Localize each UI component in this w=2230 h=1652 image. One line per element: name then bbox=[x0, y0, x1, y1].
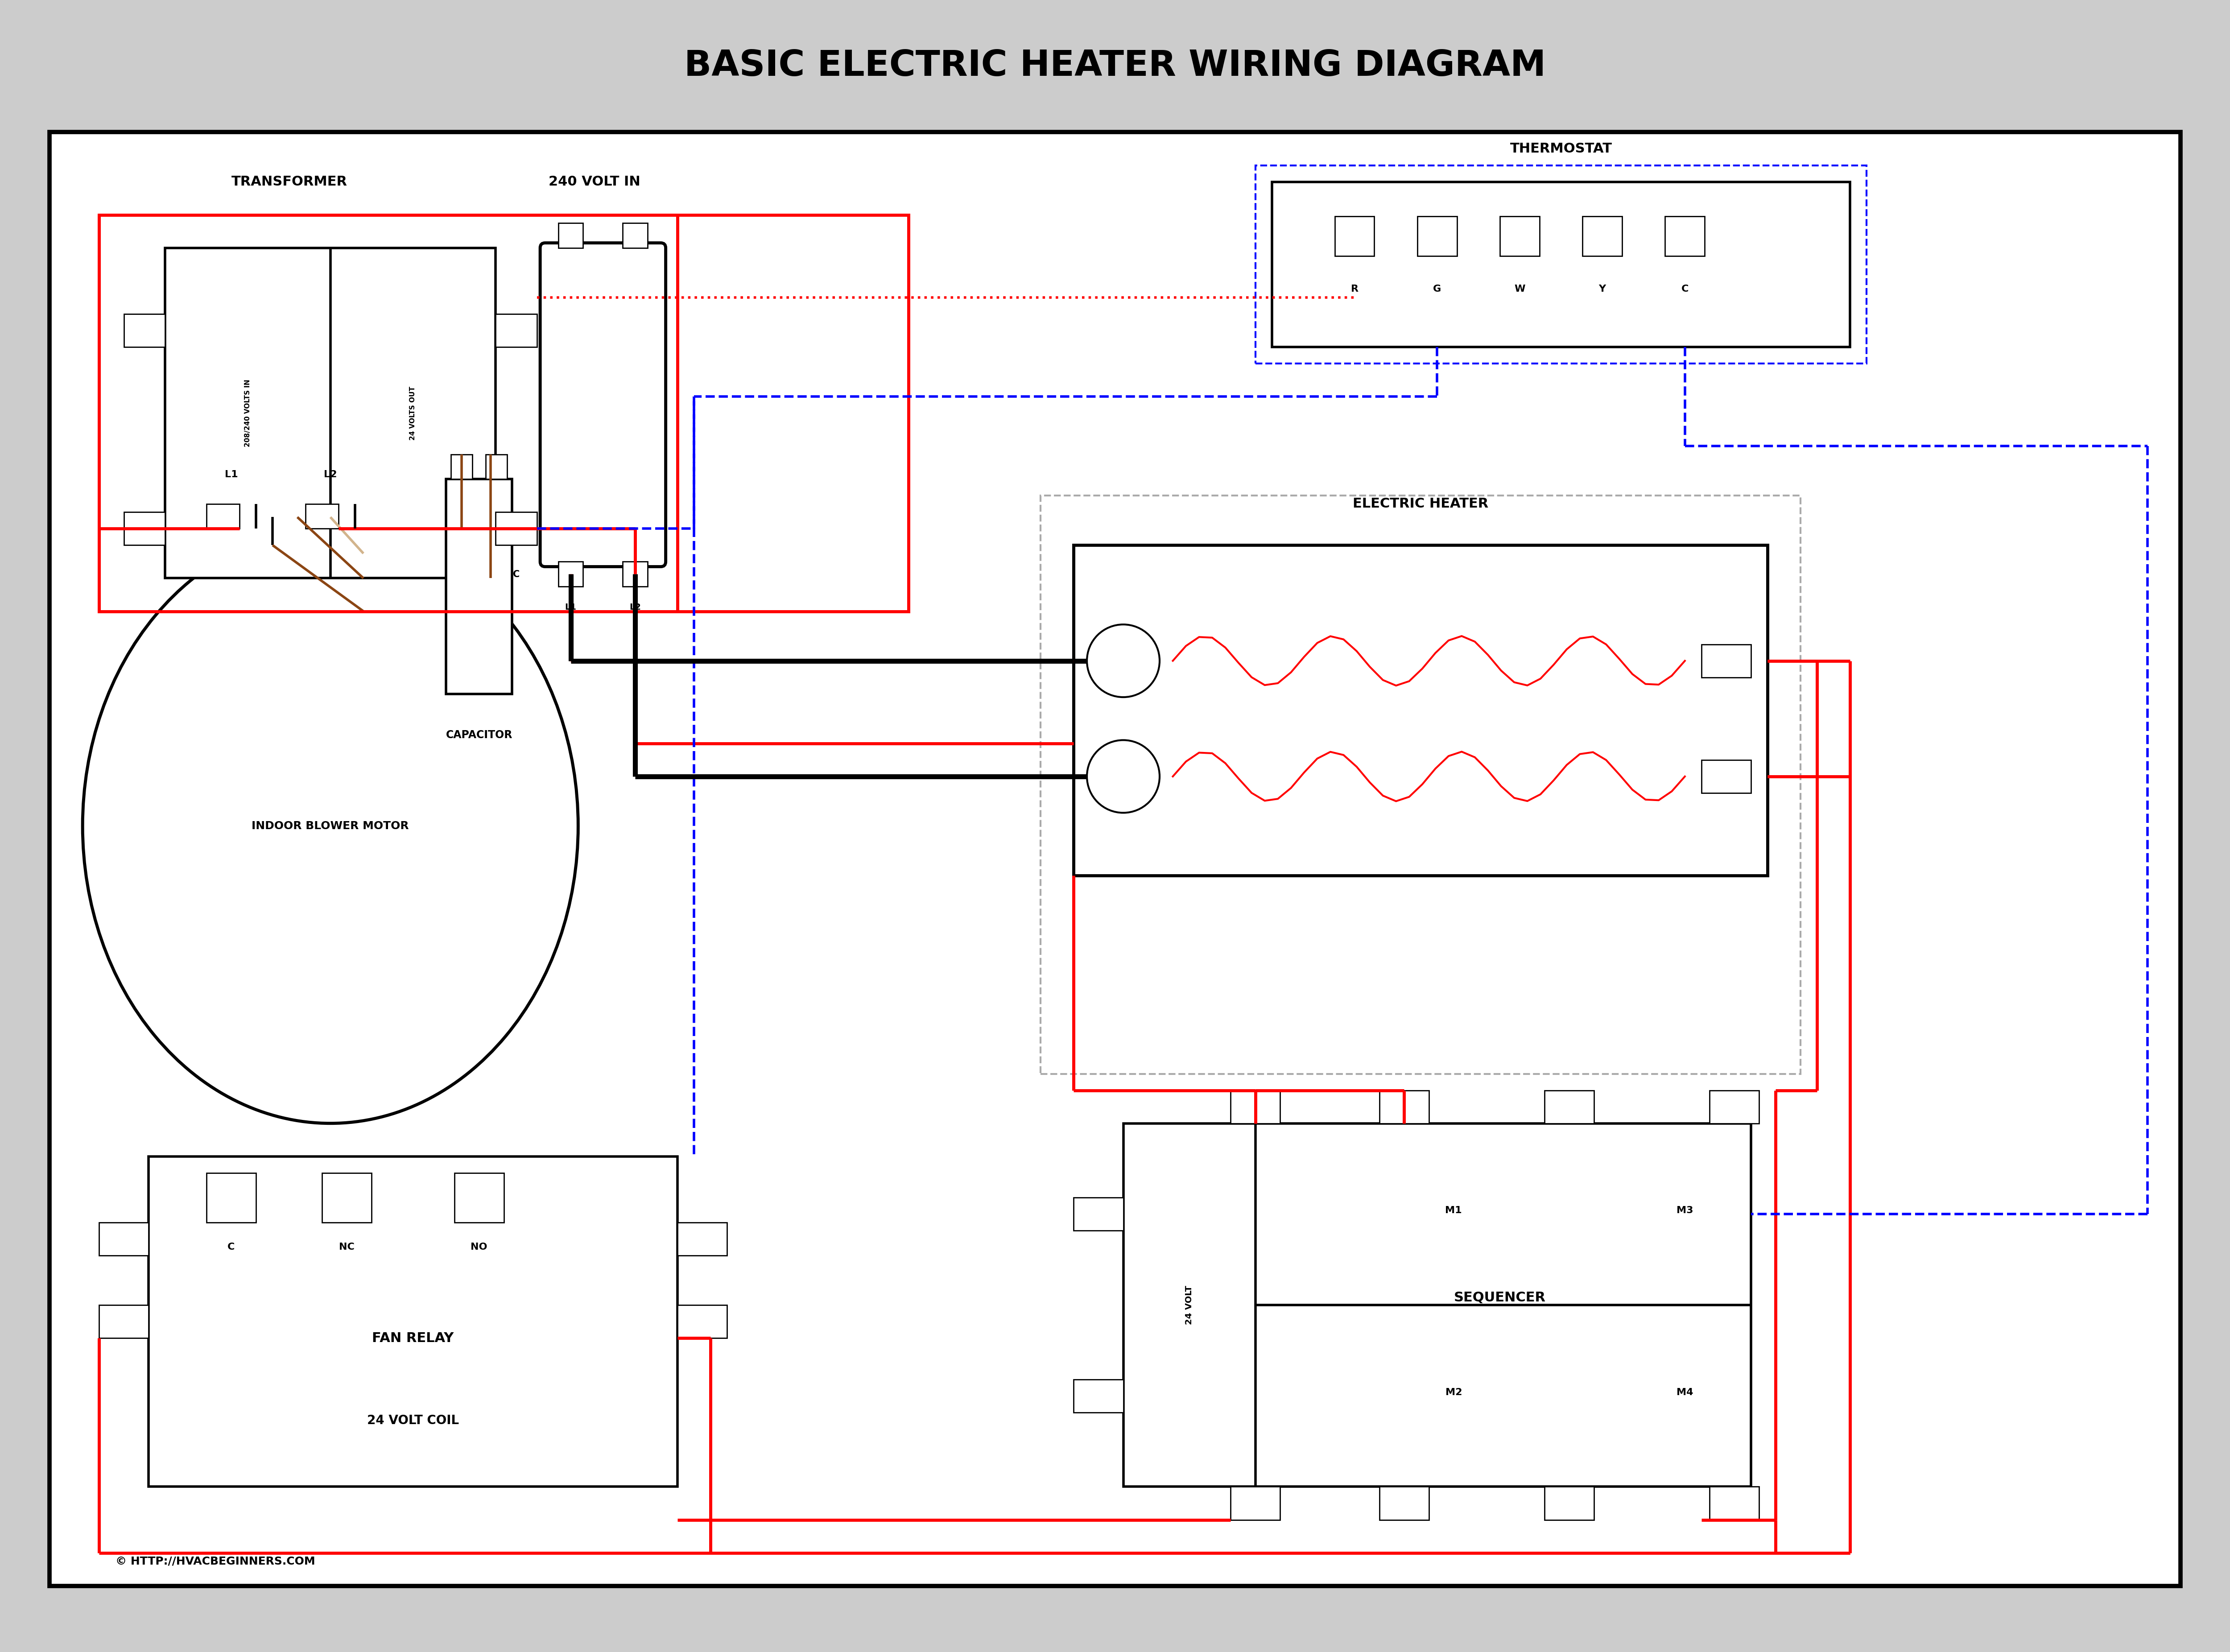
Text: 240 VOLT IN: 240 VOLT IN bbox=[549, 175, 640, 188]
Bar bbox=[1231, 1090, 1280, 1123]
Bar bbox=[558, 562, 582, 586]
Bar bbox=[1231, 1487, 1280, 1520]
Bar bbox=[321, 1173, 372, 1222]
Bar bbox=[207, 504, 239, 529]
Text: M3: M3 bbox=[1677, 1206, 1693, 1214]
Text: 24 VOLT: 24 VOLT bbox=[1184, 1285, 1193, 1325]
Text: BASIC ELECTRIC HEATER WIRING DIAGRAM: BASIC ELECTRIC HEATER WIRING DIAGRAM bbox=[685, 50, 1545, 84]
Text: L2: L2 bbox=[323, 471, 337, 479]
Bar bbox=[1583, 216, 1621, 256]
Bar bbox=[486, 454, 506, 479]
Bar bbox=[1073, 1198, 1124, 1231]
Bar bbox=[495, 314, 537, 347]
Text: SEQUENCER: SEQUENCER bbox=[1454, 1292, 1545, 1303]
Bar bbox=[149, 1156, 678, 1487]
Text: C: C bbox=[513, 570, 520, 578]
Text: R: R bbox=[1351, 284, 1358, 294]
Text: INDOOR BLOWER MOTOR: INDOOR BLOWER MOTOR bbox=[252, 821, 408, 831]
Bar bbox=[1380, 1487, 1429, 1520]
Bar bbox=[98, 1222, 149, 1256]
Text: M2: M2 bbox=[1445, 1388, 1463, 1396]
Bar bbox=[1271, 182, 1851, 347]
Bar bbox=[1501, 216, 1539, 256]
Bar bbox=[450, 454, 473, 479]
Text: G: G bbox=[1434, 284, 1441, 294]
Bar bbox=[1545, 1090, 1594, 1123]
Text: M1: M1 bbox=[1445, 1206, 1463, 1214]
Bar bbox=[678, 1222, 727, 1256]
Circle shape bbox=[1086, 624, 1160, 697]
Text: TRANSFORMER: TRANSFORMER bbox=[232, 175, 348, 188]
FancyBboxPatch shape bbox=[540, 243, 667, 567]
Text: 24 VOLTS OUT: 24 VOLTS OUT bbox=[410, 387, 417, 439]
Bar bbox=[306, 504, 339, 529]
Bar bbox=[1073, 545, 1768, 876]
Text: NC: NC bbox=[339, 1242, 355, 1252]
Bar bbox=[1710, 1090, 1759, 1123]
Bar bbox=[1041, 496, 1800, 1074]
Bar bbox=[98, 215, 908, 611]
Bar bbox=[98, 1305, 149, 1338]
Text: Y: Y bbox=[1599, 284, 1606, 294]
Text: THERMOSTAT: THERMOSTAT bbox=[1510, 142, 1612, 155]
Bar bbox=[558, 223, 582, 248]
Text: L2: L2 bbox=[629, 603, 640, 611]
Bar bbox=[165, 248, 495, 578]
Text: © HTTP://HVACBEGINNERS.COM: © HTTP://HVACBEGINNERS.COM bbox=[116, 1556, 314, 1566]
Text: W: W bbox=[1514, 284, 1525, 294]
Bar bbox=[1255, 165, 1867, 363]
Bar bbox=[678, 1305, 727, 1338]
Text: L1: L1 bbox=[225, 471, 239, 479]
Bar bbox=[1073, 1379, 1124, 1412]
Bar bbox=[1701, 760, 1751, 793]
Bar bbox=[1380, 1090, 1429, 1123]
Text: C: C bbox=[1681, 284, 1688, 294]
Text: FAN RELAY: FAN RELAY bbox=[372, 1332, 455, 1345]
Bar bbox=[207, 1173, 256, 1222]
Bar bbox=[49, 132, 2181, 1586]
Bar bbox=[1710, 1487, 1759, 1520]
Circle shape bbox=[1086, 740, 1160, 813]
Text: ELECTRIC HEATER: ELECTRIC HEATER bbox=[1354, 497, 1487, 510]
Bar bbox=[1545, 1487, 1594, 1520]
Bar bbox=[1701, 644, 1751, 677]
Bar bbox=[622, 562, 647, 586]
Ellipse shape bbox=[83, 529, 578, 1123]
Text: C: C bbox=[227, 1242, 234, 1252]
Text: 24 VOLT COIL: 24 VOLT COIL bbox=[368, 1414, 459, 1427]
Bar bbox=[495, 512, 537, 545]
Text: M4: M4 bbox=[1677, 1388, 1693, 1396]
Bar bbox=[1124, 1123, 1751, 1487]
Bar bbox=[622, 223, 647, 248]
Bar bbox=[1336, 216, 1374, 256]
Text: NO: NO bbox=[471, 1242, 488, 1252]
Bar bbox=[1666, 216, 1704, 256]
Bar bbox=[1418, 216, 1456, 256]
Bar bbox=[125, 314, 165, 347]
Bar bbox=[125, 512, 165, 545]
Bar bbox=[455, 1173, 504, 1222]
Text: L1: L1 bbox=[564, 603, 578, 611]
Text: 208/240 VOLTS IN: 208/240 VOLTS IN bbox=[245, 380, 252, 446]
Text: CAPACITOR: CAPACITOR bbox=[446, 730, 513, 740]
Bar bbox=[446, 479, 513, 694]
